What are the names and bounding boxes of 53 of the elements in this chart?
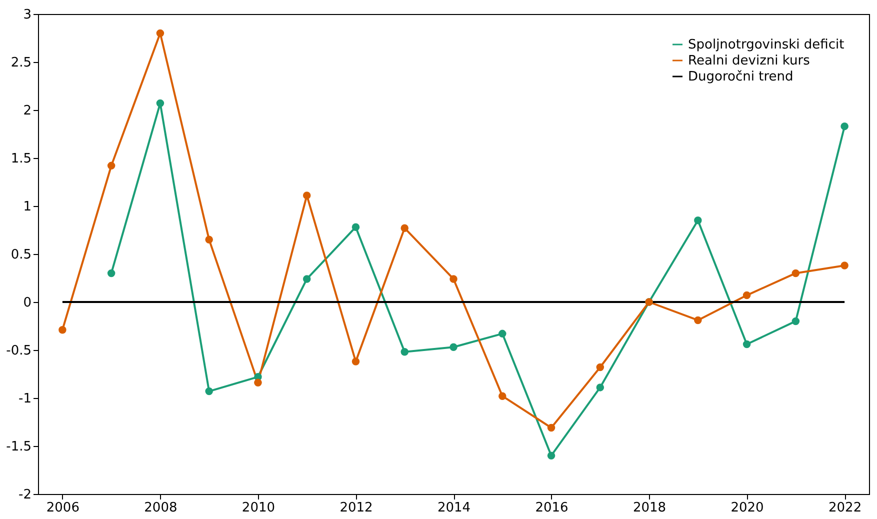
y-tick-label: 2 bbox=[23, 104, 32, 118]
point bbox=[352, 223, 360, 231]
y-tick-label: -1.5 bbox=[6, 440, 32, 454]
x-tick-label: 2020 bbox=[730, 500, 764, 516]
point bbox=[742, 340, 751, 348]
x-tick-label: 2010 bbox=[242, 500, 276, 516]
point bbox=[547, 452, 556, 460]
point bbox=[450, 275, 458, 283]
point bbox=[596, 363, 604, 372]
x-tick-label: 2006 bbox=[46, 500, 80, 516]
legend-label: Dugoročni trend bbox=[688, 70, 794, 84]
point bbox=[302, 192, 311, 200]
point bbox=[156, 29, 164, 38]
point bbox=[58, 326, 66, 334]
y-tick-label: 1 bbox=[23, 200, 32, 214]
x-tick-label: 2008 bbox=[144, 500, 178, 516]
y-tick-label: 0.5 bbox=[10, 248, 32, 262]
point bbox=[742, 291, 751, 300]
point bbox=[840, 262, 848, 270]
point bbox=[547, 424, 556, 432]
point bbox=[498, 392, 506, 400]
point bbox=[107, 269, 116, 278]
y-tick-label: 3 bbox=[23, 8, 32, 22]
y-tick-label: 0 bbox=[23, 296, 32, 310]
point bbox=[254, 378, 262, 387]
x-tick-label: 2022 bbox=[828, 500, 862, 516]
point bbox=[205, 236, 213, 244]
point bbox=[840, 122, 848, 130]
y-tick-label: 2.5 bbox=[10, 56, 32, 70]
point bbox=[107, 162, 116, 170]
legend-label: Spoljnotrgovinski deficit bbox=[688, 38, 844, 52]
point bbox=[694, 216, 702, 224]
y-tick-label: -2 bbox=[18, 488, 32, 502]
y-tick-label: -0.5 bbox=[6, 344, 32, 358]
point bbox=[352, 358, 360, 366]
point bbox=[450, 343, 458, 351]
point bbox=[792, 317, 800, 326]
y-tick-label: 1.5 bbox=[10, 152, 32, 166]
point bbox=[205, 387, 213, 396]
x-tick-label: 2012 bbox=[340, 500, 373, 516]
x-tick-label: 2018 bbox=[632, 500, 666, 516]
point bbox=[400, 348, 408, 356]
point bbox=[596, 384, 604, 392]
x-tick-label: 2016 bbox=[535, 500, 568, 516]
point bbox=[302, 275, 311, 283]
x-tick-label: 2014 bbox=[437, 500, 471, 516]
y-tick-label: -1 bbox=[18, 392, 32, 406]
point bbox=[400, 224, 408, 232]
point bbox=[792, 269, 800, 278]
point bbox=[694, 316, 702, 324]
point bbox=[498, 330, 506, 338]
point bbox=[156, 99, 164, 108]
legend-label: Realni devizni kurs bbox=[688, 54, 810, 68]
